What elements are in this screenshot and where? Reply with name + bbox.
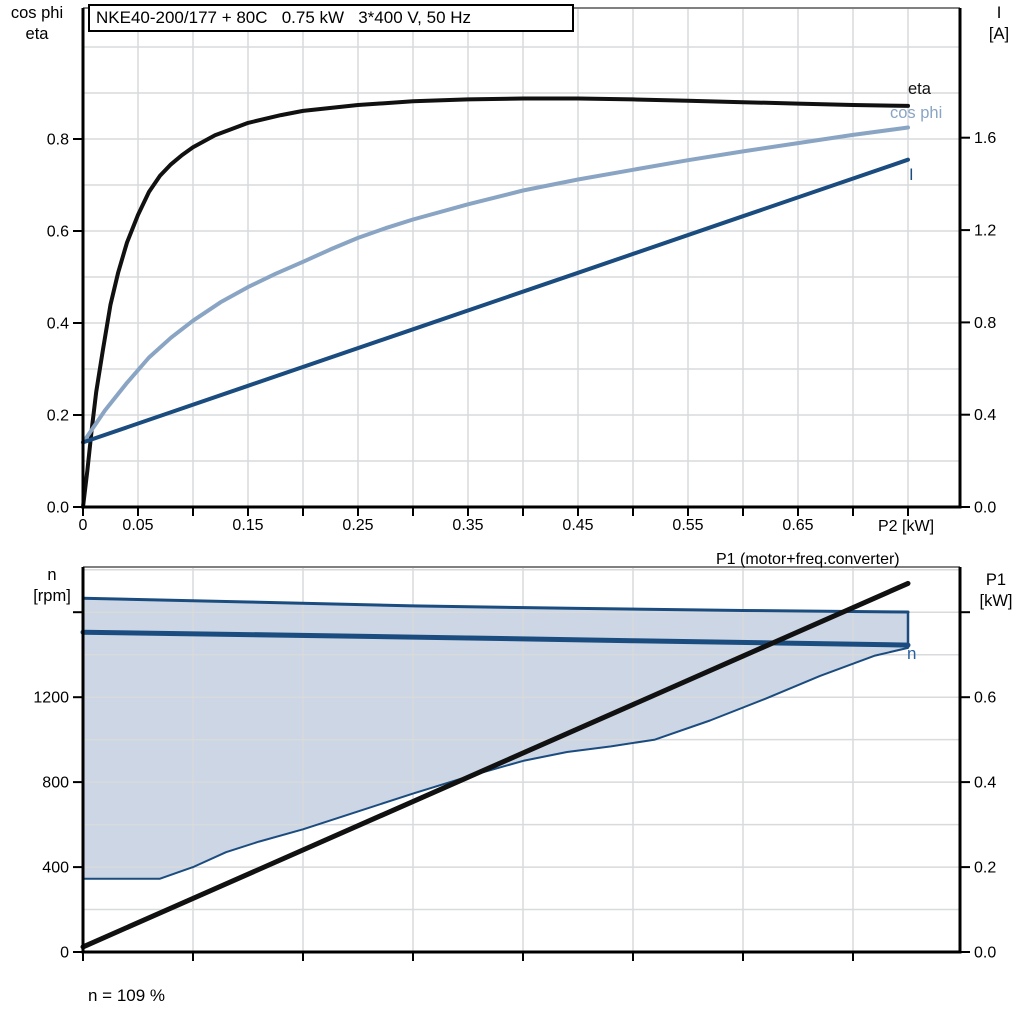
top-chart-x-tick-label: 0.55 [672,517,703,534]
cos-phi-axis-title: cos phi [10,4,64,22]
top-chart-left-tick-label: 0.2 [47,408,69,425]
top-chart-left-tick-label: 0.8 [47,132,69,149]
bottom-chart-left-tick-label: 1200 [33,690,69,707]
bottom-chart-right-tick-label: 0.2 [974,860,996,877]
bottom-chart-right-tick-label: 0.0 [974,945,996,962]
top-chart-right-tick-label: 0.4 [974,407,996,424]
p1-curve-label: P1 (motor+freq.converter) [716,551,900,568]
current-axis-title: I [996,4,1002,22]
top-chart-left-tick-label: 0.4 [47,316,69,333]
kw-unit-label: [kW] [979,592,1013,610]
current-curve-label: I [909,166,914,184]
eta-axis-title: eta [25,25,49,43]
speed-axis-title: n [47,566,57,584]
bottom-chart-right-tick-label: 0.6 [974,690,996,707]
chart-title-box: NKE40-200/177 + 80C 0.75 kW 3*400 V, 50 … [88,4,574,32]
top-chart-right-tick-label: 1.6 [974,130,996,147]
top-chart-x-tick-label: 0.15 [232,517,263,534]
speed-operating-range-fill [83,598,908,879]
speed-percentage-annotation: n = 109 % [88,986,166,1005]
top-chart-x-tick-label: 0 [79,517,88,534]
I-curve [81,157,910,445]
top-chart-left-tick-label: 0.0 [47,500,69,517]
P1-curve [80,580,911,950]
ampere-unit-label: [A] [988,25,1010,43]
p1-axis-title: P1 [985,571,1007,589]
bottom-chart-right-tick-label: 0.4 [974,775,996,792]
top-chart-x-tick-label: 0.25 [342,517,373,534]
eta-curve-label: eta [908,80,931,98]
top-chart-x-tick-label: 0.05 [122,517,153,534]
bottom-chart-left-tick-label: 0 [60,945,69,962]
top-chart-left-axis-title: cos phi eta [2,3,72,45]
cos-phi-curve [81,125,910,445]
rpm-unit-label: [rpm] [33,587,71,605]
n-curve-label: n [907,644,917,663]
top-chart-right-tick-label: 1.2 [974,223,996,240]
x-axis-title: P2 [kW] [878,518,935,535]
bottom-chart-left-tick-label: 400 [42,860,69,877]
speed-range-lower-boundary [82,646,909,880]
bottom-chart-left-tick-label: 800 [42,775,69,792]
top-chart-left-tick-label: 0.6 [47,224,69,241]
top-chart-x-tick-label: 0.35 [452,517,483,534]
bottom-chart-right-axis-title: P1 [kW] [970,570,1022,612]
top-chart-x-tick-label: 0.45 [562,517,593,534]
top-chart-right-tick-label: 0.0 [974,500,996,517]
bottom-chart-left-axis-title: n [rpm] [17,565,87,607]
speed-range-upper-boundary [81,596,910,614]
top-chart-right-axis-title: I [A] [975,3,1023,45]
cos-phi-curve-label: cos phi [890,104,943,122]
eta-curve [81,96,910,509]
top-chart-x-tick-label: 0.65 [782,517,813,534]
top-chart-right-tick-label: 0.8 [974,315,996,332]
